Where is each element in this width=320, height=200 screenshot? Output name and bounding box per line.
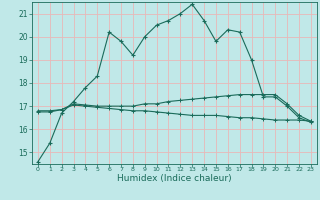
X-axis label: Humidex (Indice chaleur): Humidex (Indice chaleur): [117, 174, 232, 183]
